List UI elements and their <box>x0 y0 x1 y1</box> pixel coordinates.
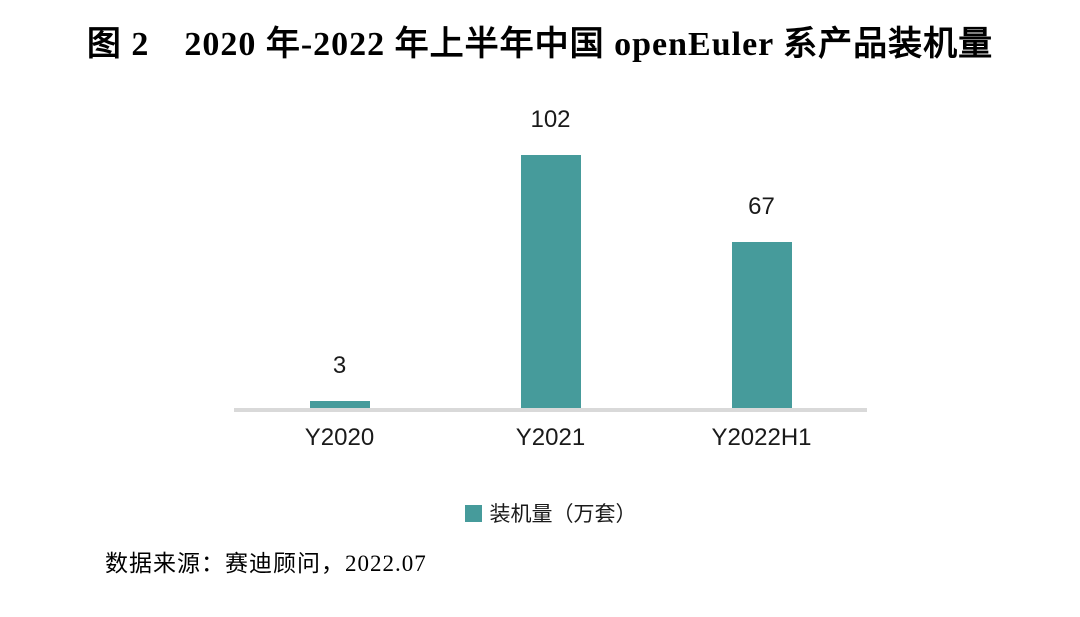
bar-group: 102 <box>445 107 656 408</box>
chart-title: 图 2 2020 年-2022 年上半年中国 openEuler 系产品装机量 <box>86 26 994 63</box>
legend-swatch-icon <box>464 504 482 522</box>
x-axis-tick-label: Y2020 <box>304 424 375 451</box>
bar-y2020 <box>309 401 370 408</box>
bar-value-label: 67 <box>748 193 775 220</box>
bar-y2021 <box>520 155 581 408</box>
bar-group: 3 <box>234 353 445 408</box>
x-axis-tick-label: Y2022H1 <box>711 424 812 451</box>
x-axis-line <box>234 408 867 412</box>
bar-value-label: 102 <box>530 106 571 133</box>
plot-area: 3 102 67 Y2020 Y2021 Y2022H1 <box>234 90 867 455</box>
bar-value-label: 3 <box>332 352 347 379</box>
x-axis-tick-label: Y2021 <box>515 424 586 451</box>
source-note: 数据来源：赛迪顾问，2022.07 <box>105 551 427 576</box>
bar-y2022h1 <box>731 242 792 408</box>
legend-label: 装机量（万套） <box>489 503 637 526</box>
legend: 装机量（万套） <box>234 498 867 528</box>
bar-group: 67 <box>656 194 867 408</box>
